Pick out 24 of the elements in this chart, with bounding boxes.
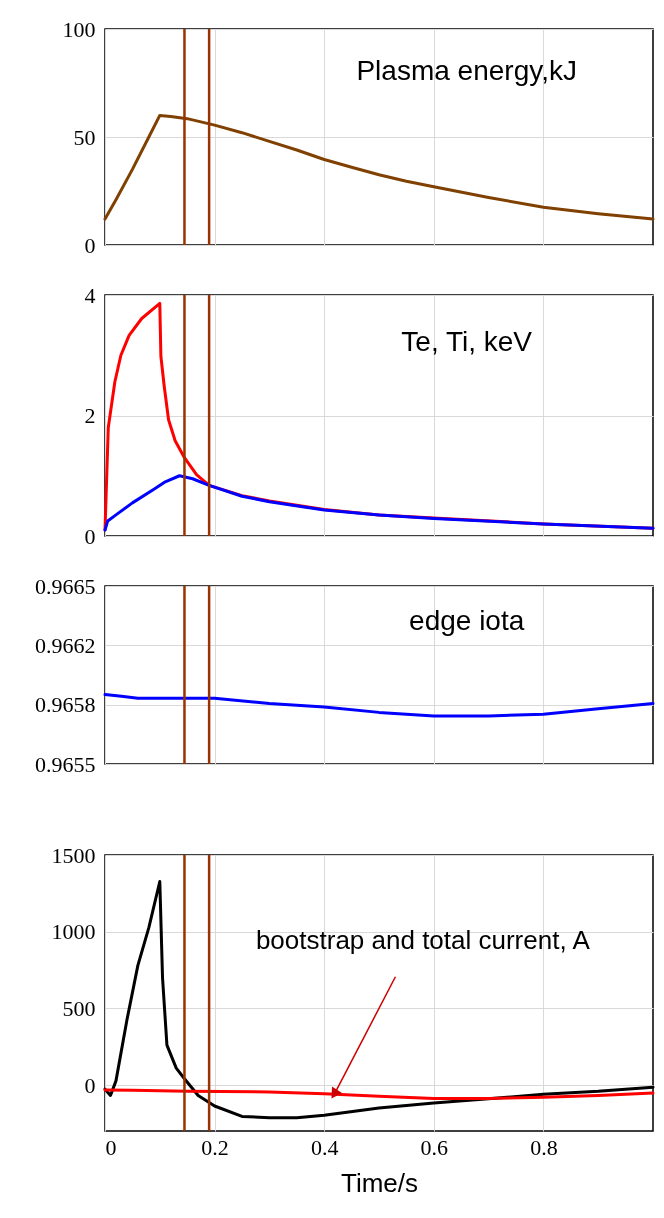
- x-axis-title: Time/s: [340, 1167, 419, 1198]
- x-tick-label: 0.6: [420, 1134, 449, 1160]
- y-tick-label: 50: [73, 124, 96, 150]
- x-tick-label: 0.4: [310, 1134, 339, 1160]
- y-tick-label: 0.9658: [35, 692, 96, 718]
- x-tick-label: 0.2: [201, 1134, 229, 1160]
- x-tick-label: 0.8: [530, 1134, 558, 1160]
- y-tick-label: 0: [84, 523, 96, 549]
- y-tick-label: 4: [84, 282, 96, 308]
- annotation: Te, Ti, keV: [401, 326, 533, 358]
- annotation: edge iota: [409, 604, 525, 636]
- y-tick-label: 0.9655: [35, 751, 96, 777]
- y-tick-label: 0.9662: [35, 632, 96, 658]
- x-tick-label: 0: [105, 1134, 117, 1160]
- y-tick-label: 2: [84, 403, 96, 428]
- y-tick-label: 500: [62, 995, 96, 1021]
- y-tick-label: 0.9665: [35, 573, 96, 599]
- annotation: Plasma energy,kJ: [356, 55, 577, 87]
- annotation: bootstrap and total current, A: [255, 924, 591, 955]
- y-tick-label: 0: [84, 232, 96, 258]
- y-tick-label: 0: [84, 1072, 96, 1098]
- y-tick-label: 1500: [51, 842, 96, 868]
- y-tick-label: 100: [62, 16, 96, 42]
- y-tick-label: 1000: [51, 919, 96, 945]
